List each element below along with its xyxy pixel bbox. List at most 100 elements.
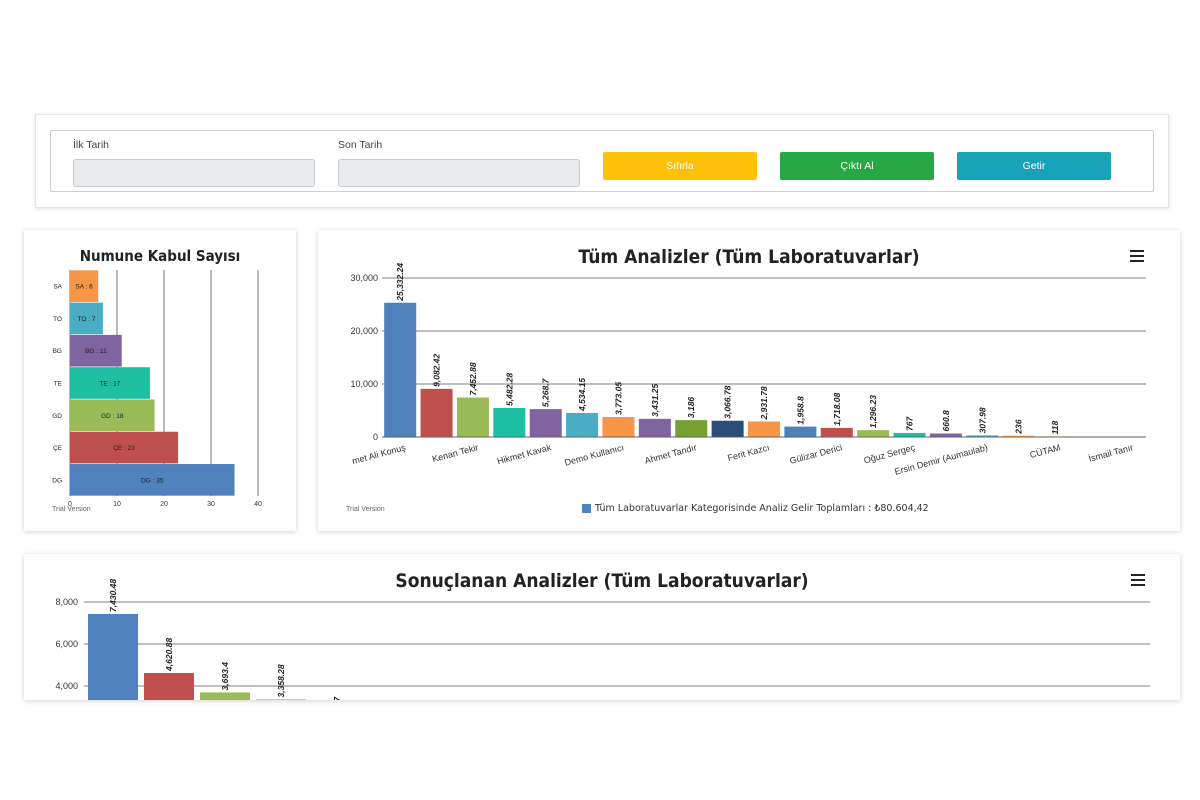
bar	[70, 431, 179, 464]
x-tick-label: Ferit Kazcı	[726, 442, 770, 463]
bar	[602, 417, 635, 437]
y-tick-label: SA	[53, 284, 62, 291]
all-analyses-card: Tüm Analizler (Tüm Laboratuvarlar) 0 10,0…	[318, 230, 1180, 531]
bar-data-label: 5,482.28	[504, 373, 514, 406]
y-tick-label: 0	[373, 432, 378, 442]
end-date-label: Son Tarih	[338, 139, 383, 151]
bar	[966, 435, 999, 437]
y-tick-label: TE	[54, 381, 63, 388]
bar-data-label: BG : 11	[85, 348, 107, 355]
bar-data-label: TO : 7	[77, 316, 95, 323]
completed-analyses-card: Sonuçlanan Analizler (Tüm Laboratuvarlar…	[24, 554, 1180, 700]
bar	[711, 420, 744, 437]
y-tick-label: 30,000	[350, 273, 378, 283]
x-tick-label: CÜTAM	[1029, 442, 1062, 460]
bar-data-label: 1,718.08	[832, 393, 842, 426]
y-tick-label: 4,000	[55, 681, 78, 691]
chart-menu-icon[interactable]	[1131, 574, 1145, 586]
start-date-label: İlk Tarih	[73, 139, 109, 151]
bar	[675, 420, 708, 437]
x-tick-label: 40	[254, 501, 262, 508]
bar-data-label: 3,066.78	[723, 385, 733, 418]
sample-acceptance-chart: 0 10 20 30 40 SA : 6 SA TO : 7 TO BG : 11 BG TE : 1…	[52, 270, 262, 508]
bar	[929, 433, 962, 437]
bar	[529, 409, 562, 437]
y-tick-label: 20,000	[350, 326, 378, 336]
bar-data-label: ,037.87	[332, 696, 342, 700]
bar-data-label: SA : 6	[75, 284, 93, 291]
bar	[493, 407, 526, 437]
completed-analyses-chart: 4,000 6,000 8,000 7,430.48 4,620.88 3,693.4 3,…	[55, 579, 1150, 700]
x-tick-label: 20	[160, 501, 168, 508]
y-tick-label: BG	[53, 348, 62, 355]
y-tick-label: TO	[53, 316, 62, 323]
bar	[144, 672, 194, 700]
bar-data-label: 7,430.48	[108, 579, 118, 612]
x-tick-label: Ahmet Tandır	[644, 442, 698, 465]
trial-version-label: Trial Version	[52, 506, 91, 513]
legend-label: Tüm Laboratuvarlar Kategorisinde Analiz …	[595, 503, 929, 514]
y-tick-label: GD	[52, 413, 62, 420]
bar-data-label: 3,358.28	[276, 664, 286, 697]
bar-data-label: 9,082.42	[432, 354, 442, 387]
bar-data-label: 3,693.4	[220, 662, 230, 691]
end-date-input[interactable]	[338, 159, 580, 187]
bar-data-label: 7,452.88	[468, 362, 478, 395]
bar-data-label: 1,958.8	[795, 396, 805, 425]
bar-data-label: 3,186	[686, 397, 696, 419]
bar-data-label: 4,534.15	[577, 378, 587, 412]
bar	[70, 270, 99, 302]
x-tick-label: İsmail Tanır	[1087, 442, 1134, 464]
bar	[200, 692, 250, 700]
sample-acceptance-card: Numune Kabul Sayısı 0 10 20 30 40 SA : 6 SA TO …	[24, 230, 296, 531]
legend-swatch	[582, 504, 591, 513]
bar-data-label: 2,931.78	[759, 386, 769, 420]
y-tick-label: 10,000	[350, 379, 378, 389]
start-date-input[interactable]	[73, 159, 315, 187]
x-tick-label: Hikmet Kavak	[496, 442, 553, 466]
bar	[70, 334, 122, 367]
bar	[70, 302, 103, 335]
bar-data-label: ÇE : 23	[113, 445, 135, 452]
bar	[88, 613, 138, 700]
bar	[820, 427, 853, 437]
trial-version-label: Trial Version	[346, 506, 385, 513]
export-button[interactable]: Çıktı Al	[780, 152, 934, 180]
bar	[638, 418, 671, 437]
bar	[784, 426, 817, 437]
y-tick-label: ÇE	[53, 445, 63, 452]
bar-data-label: 236	[1014, 419, 1024, 434]
chart-legend[interactable]: Tüm Laboratuvarlar Kategorisinde Analiz …	[582, 503, 929, 514]
bar	[893, 432, 926, 437]
all-analyses-chart: 0 10,000 20,000 30,000 25,332.24 met Ali Konu…	[350, 263, 1146, 477]
bar-data-label: 767	[905, 415, 915, 430]
x-tick-label: 30	[207, 501, 215, 508]
bar-data-label: 660.8	[941, 410, 951, 432]
y-tick-label: 8,000	[55, 597, 78, 607]
fetch-button[interactable]: Getir	[957, 152, 1111, 180]
bar	[70, 399, 155, 432]
x-tick-label: 0	[68, 501, 72, 508]
y-tick-label: DG	[52, 477, 62, 484]
bar	[1002, 435, 1035, 437]
bar	[70, 367, 150, 399]
bar-data-label: 1,296.23	[868, 395, 878, 428]
bar	[256, 699, 306, 700]
x-tick-label: Kenan Tekir	[431, 442, 479, 464]
bar-data-label: 3,773.05	[613, 382, 623, 415]
bar-data-label: 4,620.88	[164, 638, 174, 672]
bar-data-label: 118	[1050, 421, 1060, 435]
bar-data-label: 3,431.25	[650, 383, 660, 416]
x-tick-label: met Ali Konuş	[351, 442, 407, 466]
bar	[566, 412, 599, 437]
sample-acceptance-title: Numune Kabul Sayısı	[79, 247, 241, 265]
bar-data-label: 25,332.24	[395, 263, 405, 302]
bar	[420, 388, 453, 437]
reset-button[interactable]: Sıfırla	[603, 152, 757, 180]
bar	[747, 421, 781, 437]
chart-menu-icon[interactable]	[1130, 250, 1144, 262]
y-tick-label: 6,000	[55, 639, 78, 649]
bar	[70, 464, 235, 496]
bar-data-label: 5,268.7	[541, 377, 551, 407]
